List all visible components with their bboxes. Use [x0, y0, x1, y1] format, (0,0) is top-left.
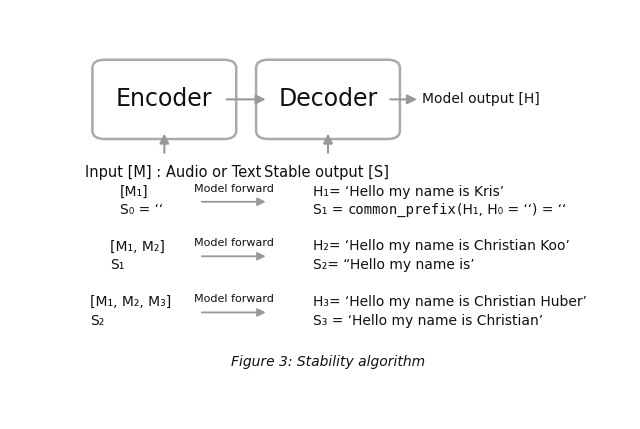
FancyBboxPatch shape	[92, 60, 236, 139]
Text: H₃= ‘Hello my name is Christian Huber’: H₃= ‘Hello my name is Christian Huber’	[313, 295, 587, 309]
Text: [M₁, M₂, M₃]: [M₁, M₂, M₃]	[90, 295, 171, 309]
Text: Model forward: Model forward	[194, 238, 274, 248]
Text: Model forward: Model forward	[194, 294, 274, 304]
Text: S₃ = ‘Hello my name is Christian’: S₃ = ‘Hello my name is Christian’	[313, 314, 543, 328]
Text: Encoder: Encoder	[116, 88, 212, 112]
Text: Input [M] : Audio or Text: Input [M] : Audio or Text	[85, 166, 261, 181]
Text: common_prefix: common_prefix	[348, 203, 457, 217]
FancyBboxPatch shape	[256, 60, 400, 139]
Text: Decoder: Decoder	[278, 88, 378, 112]
Text: [M₁, M₂]: [M₁, M₂]	[110, 239, 164, 254]
Text: S₂= “Hello my name is’: S₂= “Hello my name is’	[313, 257, 475, 272]
Text: [M₁]: [M₁]	[120, 185, 148, 199]
Text: (H₁, H₀ = ‘‘) = ‘‘: (H₁, H₀ = ‘‘) = ‘‘	[457, 203, 566, 217]
Text: Model forward: Model forward	[194, 184, 274, 193]
Text: Figure 3: Stability algorithm: Figure 3: Stability algorithm	[231, 355, 425, 369]
Text: Stable output [S]: Stable output [S]	[264, 166, 388, 181]
Text: S₂: S₂	[90, 314, 104, 328]
Text: H₁= ‘Hello my name is Kris’: H₁= ‘Hello my name is Kris’	[313, 185, 504, 199]
Text: H₂= ‘Hello my name is Christian Koo’: H₂= ‘Hello my name is Christian Koo’	[313, 239, 570, 254]
Text: S₁ =: S₁ =	[313, 203, 348, 217]
Text: S₁: S₁	[110, 257, 124, 272]
Text: S₀ = ‘‘: S₀ = ‘‘	[120, 203, 163, 217]
Text: Model output [H]: Model output [H]	[422, 92, 540, 106]
